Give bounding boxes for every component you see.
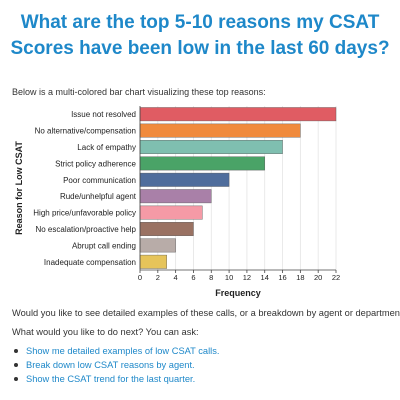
- x-tick-label: 12: [243, 273, 251, 282]
- intro-text: Below is a multi-colored bar chart visua…: [12, 87, 266, 97]
- bar: [139, 205, 203, 220]
- bar-chart: Issue not resolved No alternative/compens…: [14, 106, 340, 298]
- x-tick-label: 0: [138, 273, 142, 282]
- bar: [139, 254, 167, 269]
- y-axis-title: Reason for Low CSAT: [14, 141, 24, 235]
- category-label: Strict policy adherence: [55, 159, 136, 168]
- category-label: Inadequate compensation: [44, 258, 136, 267]
- bar: [139, 156, 265, 171]
- x-tick-label: 8: [209, 273, 213, 282]
- bullet-icon: [14, 363, 18, 367]
- bar: [139, 123, 301, 138]
- category-label: Rude/unhelpful agent: [60, 192, 137, 201]
- bar: [139, 222, 194, 236]
- bar: [139, 107, 337, 122]
- x-tick-label: 4: [174, 273, 178, 282]
- bullet-icon: [14, 377, 18, 381]
- category-label: No alternative/compensation: [35, 127, 136, 136]
- followup-question: Would you like to see detailed examples …: [12, 308, 400, 318]
- x-tick-label: 20: [314, 273, 322, 282]
- x-tick-label: 18: [296, 273, 304, 282]
- x-tick-label: 10: [225, 273, 233, 282]
- category-label: No escalation/proactive help: [35, 225, 136, 234]
- category-label: Poor communication: [63, 176, 136, 185]
- category-label: High price/unfavorable policy: [33, 209, 136, 218]
- x-tick-label: 2: [156, 273, 160, 282]
- bar: [139, 189, 212, 204]
- category-label: Abrupt call ending: [72, 241, 136, 250]
- suggestion-item: Show me detailed examples of low CSAT ca…: [14, 344, 219, 358]
- suggestion-item: Show the CSAT trend for the last quarter…: [14, 372, 219, 386]
- bar: [139, 140, 283, 154]
- next-prompt: What would you like to do next? You can …: [12, 327, 199, 337]
- x-tick-label: 16: [278, 273, 286, 282]
- suggestion-list: Show me detailed examples of low CSAT ca…: [14, 344, 219, 386]
- bar: [139, 238, 176, 253]
- page-title: What are the top 5-10 reasons my CSAT Sc…: [10, 12, 390, 59]
- bullet-icon: [14, 349, 18, 353]
- category-label: Lack of empathy: [77, 143, 136, 152]
- x-axis-title: Frequency: [215, 288, 261, 298]
- suggestion-link-trend[interactable]: Show the CSAT trend for the last quarter…: [26, 374, 196, 384]
- x-tick-label: 22: [332, 273, 340, 282]
- suggestion-item: Break down low CSAT reasons by agent.: [14, 358, 219, 372]
- x-tick-label: 6: [191, 273, 195, 282]
- x-tick-label: 14: [261, 273, 269, 282]
- suggestion-link-by-agent[interactable]: Break down low CSAT reasons by agent.: [26, 360, 195, 370]
- suggestion-link-examples[interactable]: Show me detailed examples of low CSAT ca…: [26, 346, 220, 356]
- category-label: Issue not resolved: [71, 110, 136, 119]
- bar: [139, 172, 230, 187]
